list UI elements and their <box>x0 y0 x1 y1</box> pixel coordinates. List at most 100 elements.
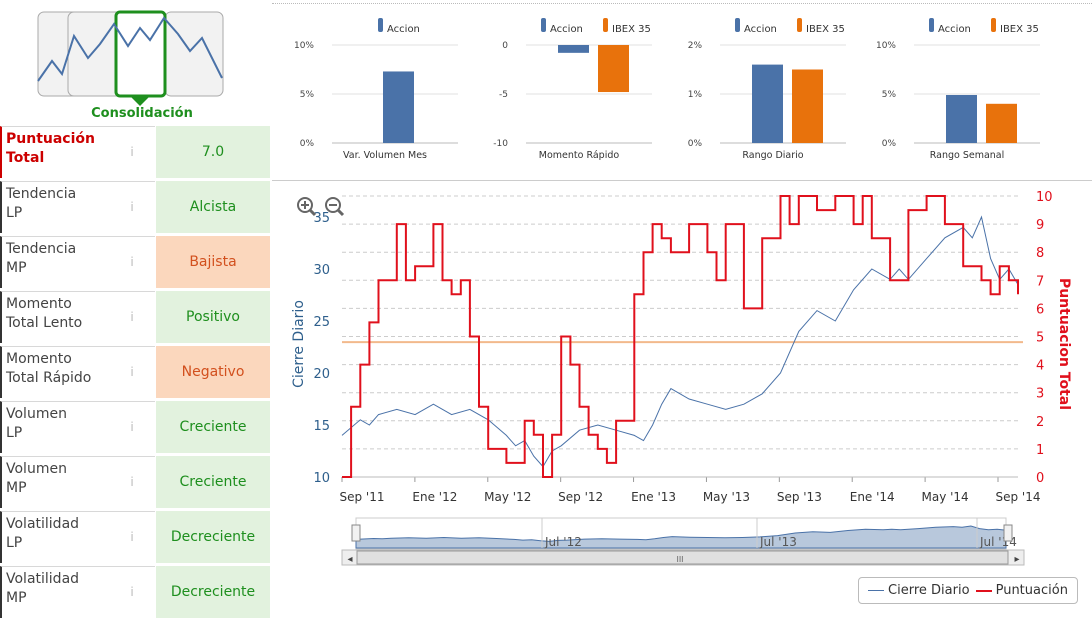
scroll-right-icon[interactable]: ▸ <box>1014 554 1019 565</box>
indicator-label-line2: LP <box>6 425 23 441</box>
mini-tick-label: 10% <box>294 41 314 51</box>
line-chart-legend[interactable]: Cierre Diario Puntuación <box>858 577 1078 604</box>
mini-bar[interactable] <box>558 45 589 53</box>
info-icon[interactable]: ⅰ <box>130 200 134 214</box>
right-tick-label: 4 <box>1036 359 1044 374</box>
navigator-left-handle[interactable] <box>351 524 361 542</box>
mini-chart-4: Accion IBEX 35 10% 5% 0% Rango Semanal <box>876 18 1040 161</box>
x-tick-label: May '12 <box>484 490 531 504</box>
indicator-value: Negativo <box>156 346 270 398</box>
x-tick-label: Sep '14 <box>996 490 1041 504</box>
indicator-label: Puntuación Total <box>0 126 155 178</box>
legend-item-cierre[interactable]: Cierre Diario <box>868 583 970 598</box>
scroll-thumb-grip[interactable]: III <box>676 555 683 564</box>
indicator-value: Creciente <box>156 456 270 508</box>
zoom-out-icon[interactable] <box>325 197 345 217</box>
indicator-label-line2: MP <box>6 480 27 496</box>
info-icon[interactable]: ⅰ <box>130 420 134 434</box>
mini-tick-label: 0% <box>688 139 703 149</box>
navigator-label: Jul '12 <box>544 535 582 549</box>
right-tick-label: 10 <box>1036 190 1053 205</box>
mini-legend-label: Accion <box>387 24 420 35</box>
indicator-label: Volumen LP <box>0 401 155 453</box>
x-tick-label: Ene '12 <box>412 490 457 504</box>
mini-tick-label: 0 <box>502 41 508 51</box>
left-tick-label: 30 <box>313 263 330 278</box>
indicator-label: Volatilidad MP <box>0 566 155 618</box>
info-icon[interactable]: ⅰ <box>130 310 134 324</box>
market-state-label: Consolidación <box>91 106 193 121</box>
indicator-label-line2: LP <box>6 535 23 551</box>
left-tick-label: 10 <box>313 471 330 486</box>
legend-label-puntuacion: Puntuación <box>995 583 1068 598</box>
mini-legend-label: Accion <box>744 24 777 35</box>
info-icon[interactable]: ⅰ <box>130 145 134 159</box>
indicator-value: Alcista <box>156 181 270 233</box>
mini-tick-label: 10% <box>876 41 896 51</box>
mini-tick-label: -5 <box>499 90 508 100</box>
x-tick-label: May '13 <box>703 490 750 504</box>
indicator-label-line1: Volumen <box>6 406 67 422</box>
mini-chart-3: Accion IBEX 35 2% 1% 0% Rango Diario <box>688 18 846 161</box>
mini-bar[interactable] <box>598 45 629 93</box>
left-tick-label: 35 <box>313 211 330 226</box>
right-axis-title: Puntuacion Total <box>1056 278 1072 410</box>
mini-bar[interactable] <box>383 71 414 143</box>
section-divider <box>272 180 1092 181</box>
mini-legend-label: Accion <box>550 24 583 35</box>
legend-swatch <box>797 18 802 32</box>
info-icon[interactable]: ⅰ <box>130 475 134 489</box>
right-tick-label: 3 <box>1036 387 1044 402</box>
mini-chart-1: Accion 10% 5% 0% Var. Volumen Mes <box>294 18 458 161</box>
indicator-label-line1: Tendencia <box>6 186 77 202</box>
info-icon[interactable]: ⅰ <box>130 585 134 599</box>
mini-bar[interactable] <box>946 94 977 143</box>
mini-chart-2: Accion IBEX 35 0 -5 -10 Momento Rápido <box>493 18 652 161</box>
right-tick-label: 7 <box>1036 274 1044 289</box>
indicator-label-line1: Momento <box>6 296 72 312</box>
mini-bar[interactable] <box>792 69 823 144</box>
top-separator <box>272 3 1092 4</box>
navigator-right-handle[interactable] <box>1003 524 1013 542</box>
zoom-in-icon[interactable] <box>297 197 317 217</box>
mini-bar[interactable] <box>986 103 1017 143</box>
left-tick-label: 15 <box>313 419 330 434</box>
legend-label-cierre: Cierre Diario <box>888 583 970 598</box>
market-state-widget: Consolidación <box>30 6 230 121</box>
indicator-label-line1: Volatilidad <box>6 571 80 587</box>
range-navigator[interactable]: Jul '12 Jul '13 Jul '14 <box>351 517 1017 550</box>
mini-chart-title: Var. Volumen Mes <box>343 150 427 161</box>
indicator-label-line2: MP <box>6 590 27 606</box>
series-cierre-diario[interactable] <box>341 215 1019 468</box>
indicator-label-line2: Total Lento <box>6 315 83 331</box>
info-icon[interactable]: ⅰ <box>130 365 134 379</box>
info-icon[interactable]: ⅰ <box>130 530 134 544</box>
scroll-left-icon[interactable]: ◂ <box>347 554 352 565</box>
series-puntuacion[interactable] <box>342 195 1019 478</box>
indicator-label: Tendencia MP <box>0 236 155 288</box>
x-tick-label: Ene '13 <box>631 490 676 504</box>
market-state-icon: Consolidación <box>37 10 224 121</box>
indicator-label-line2: Total Rápido <box>6 370 92 386</box>
mini-chart-title: Rango Semanal <box>930 150 1005 161</box>
navigator-scrollbar[interactable]: ◂ ▸ III <box>341 549 1025 566</box>
mini-legend-label: Accion <box>938 24 971 35</box>
mini-legend-label: IBEX 35 <box>1000 24 1039 35</box>
right-tick-label: 8 <box>1036 246 1044 261</box>
mini-tick-label: -10 <box>493 139 508 149</box>
mini-tick-label: 5% <box>882 90 897 100</box>
mini-chart-title: Rango Diario <box>742 150 803 161</box>
indicator-label-line1: Volatilidad <box>6 516 80 532</box>
indicator-label: Tendencia LP <box>0 181 155 233</box>
indicator-value: 7.0 <box>156 126 270 178</box>
info-icon[interactable]: ⅰ <box>130 255 134 269</box>
legend-item-puntuacion[interactable]: Puntuación <box>975 583 1068 598</box>
mini-legend-label: IBEX 35 <box>612 24 651 35</box>
mini-bar[interactable] <box>752 64 783 143</box>
legend-swatch <box>378 18 383 32</box>
legend-swatch <box>929 18 934 32</box>
indicator-value: Positivo <box>156 291 270 343</box>
navigator-label: Jul '13 <box>759 535 797 549</box>
mini-tick-label: 1% <box>688 90 703 100</box>
indicator-label: Momento Total Rápido <box>0 346 155 398</box>
